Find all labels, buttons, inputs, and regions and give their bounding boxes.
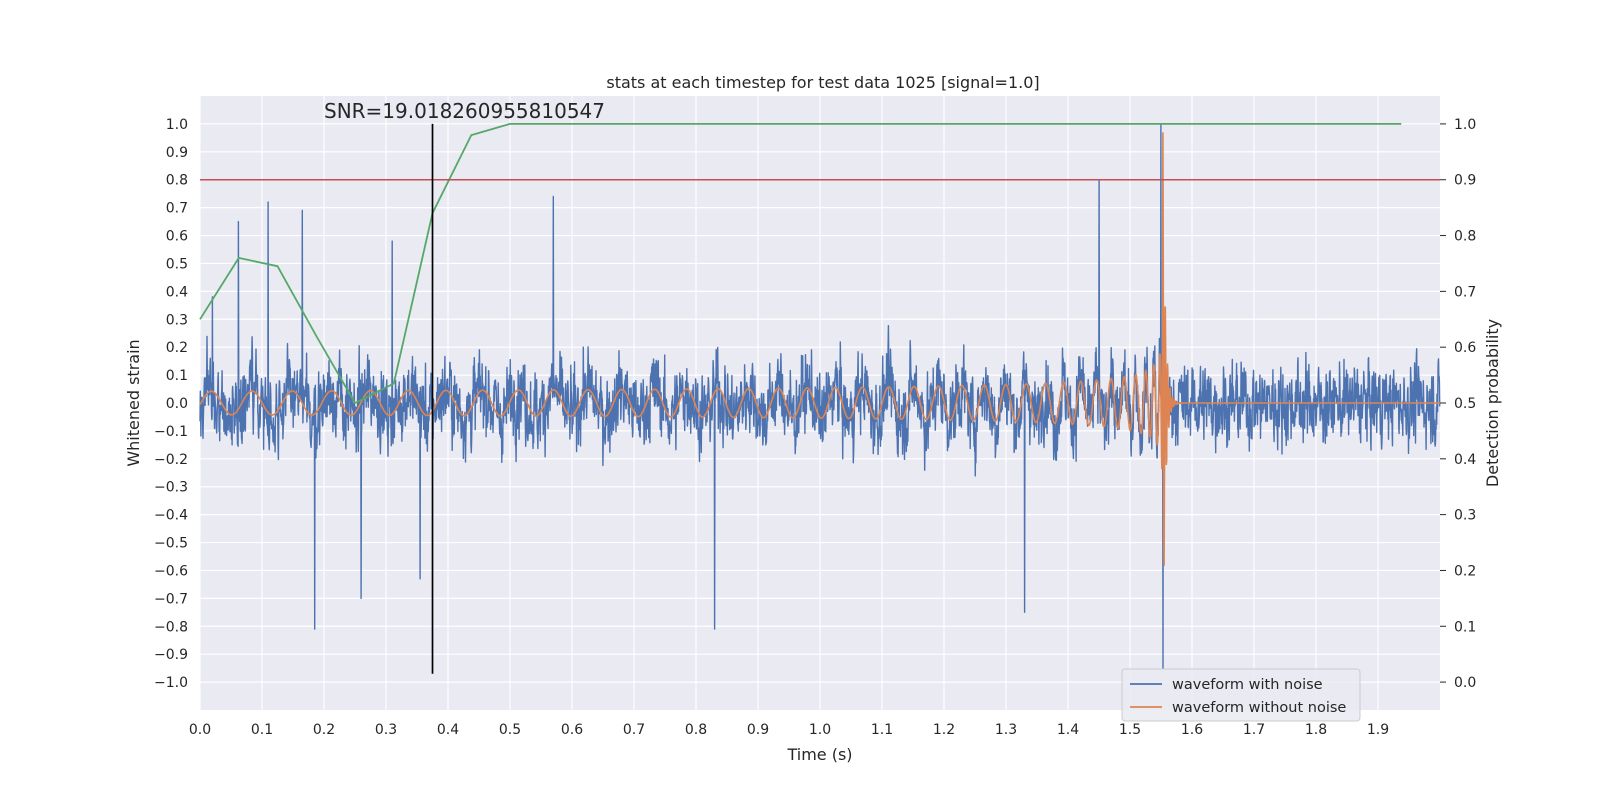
y2-tick-label: 0.6: [1454, 340, 1476, 356]
y-tick-label: 1.0: [166, 117, 188, 133]
y2-tick-label: 0.1: [1454, 619, 1476, 635]
y2-axis-label: Detection probability: [1483, 319, 1502, 487]
series-waveform-without-noise: [199, 132, 1440, 566]
y2-tick-label: 0.7: [1454, 284, 1476, 300]
legend-box: [1121, 668, 1361, 722]
x-tick-label: 1.9: [1367, 722, 1389, 738]
x-axis-label: Time (s): [786, 745, 852, 764]
y-tick-label: −0.6: [154, 563, 188, 579]
x-tick-label: 0.4: [437, 722, 459, 738]
x-tick-label: 1.1: [871, 722, 893, 738]
x-tick-labels: 0.0 0.1 0.2 0.3 0.4 0.5 0.6 0.7 0.8 0.9 1.0 1.1 1.2 1…: [189, 722, 1389, 738]
y2-tick-label: 0.4: [1454, 452, 1476, 468]
noise-line: [199, 123, 1441, 669]
y-tick-label: −1.0: [154, 675, 188, 691]
y-tick-labels: −1.0 −0.9 −0.8 −0.7 −0.6 −0.5 −0.4 −0.3 −0.2 −0.1…: [154, 117, 188, 691]
x-tick-label: 0.7: [623, 722, 645, 738]
y-tick-label: 0.4: [166, 284, 188, 300]
x-tick-label: 1.4: [1057, 722, 1079, 738]
y2-tick-label: 0.9: [1454, 173, 1476, 189]
clean-line: [199, 132, 1440, 566]
y-axis-label: Whitened strain: [124, 339, 143, 466]
probability-line: [199, 123, 1402, 405]
y-tick-label: −0.2: [154, 452, 188, 468]
y-tick-label: 0.2: [166, 340, 188, 356]
y2-tick-label: 0.0: [1454, 675, 1476, 691]
x-tick-label: 1.7: [1243, 722, 1265, 738]
chart-title: stats at each timestep for test data 102…: [606, 73, 1039, 92]
x-tick-label: 0.2: [313, 722, 335, 738]
x-tick-label: 1.3: [995, 722, 1017, 738]
x-tick-label: 1.6: [1181, 722, 1203, 738]
y-tick-label: 0.7: [166, 201, 188, 217]
series-detection-probability: [199, 123, 1402, 405]
x-tick-label: 1.8: [1305, 722, 1327, 738]
x-tick-label: 0.9: [747, 722, 769, 738]
y2-tick-label: 0.3: [1454, 508, 1476, 524]
y-tick-label: 0.6: [166, 229, 188, 245]
y2-tick-label: 0.8: [1454, 229, 1476, 245]
legend-label-clean: waveform without noise: [1172, 700, 1346, 716]
x-tick-label: 0.0: [189, 722, 211, 738]
y-tick-label: 0.8: [166, 173, 188, 189]
y-tick-label: −0.4: [154, 508, 188, 524]
y-tick-label: −0.9: [154, 647, 188, 663]
y-tick-label: −0.7: [154, 591, 188, 607]
y-tick-label: −0.8: [154, 619, 188, 635]
x-tick-label: 1.2: [933, 722, 955, 738]
legend: waveform with noise waveform without noi…: [1121, 668, 1361, 722]
series-waveform-with-noise: [199, 123, 1441, 669]
x-tick-label: 0.8: [685, 722, 707, 738]
y2-tick-labels: 0.0 0.1 0.2 0.3 0.4 0.5 0.6 0.7 0.8 0.9 1.0: [1440, 117, 1476, 691]
y-tick-label: 0.3: [166, 312, 188, 328]
y-tick-label: −0.3: [154, 480, 188, 496]
y2-tick-label: 1.0: [1454, 117, 1476, 133]
y-tick-label: 0.5: [166, 256, 188, 272]
y-tick-label: −0.1: [154, 424, 188, 440]
x-tick-label: 0.3: [375, 722, 397, 738]
snr-annotation: SNR=19.018260955810547: [324, 99, 605, 123]
y-tick-label: 0.1: [166, 368, 188, 384]
x-tick-label: 0.6: [561, 722, 583, 738]
x-tick-label: 0.1: [251, 722, 273, 738]
x-tick-label: 1.5: [1119, 722, 1141, 738]
y-tick-label: −0.5: [154, 536, 188, 552]
y-tick-label: 0.9: [166, 145, 188, 161]
y-tick-label: 0.0: [166, 396, 188, 412]
x-tick-label: 1.0: [809, 722, 831, 738]
x-tick-label: 0.5: [499, 722, 521, 738]
legend-label-noise: waveform with noise: [1172, 677, 1323, 693]
y2-tick-label: 0.2: [1454, 563, 1476, 579]
y2-tick-label: 0.5: [1454, 396, 1476, 412]
